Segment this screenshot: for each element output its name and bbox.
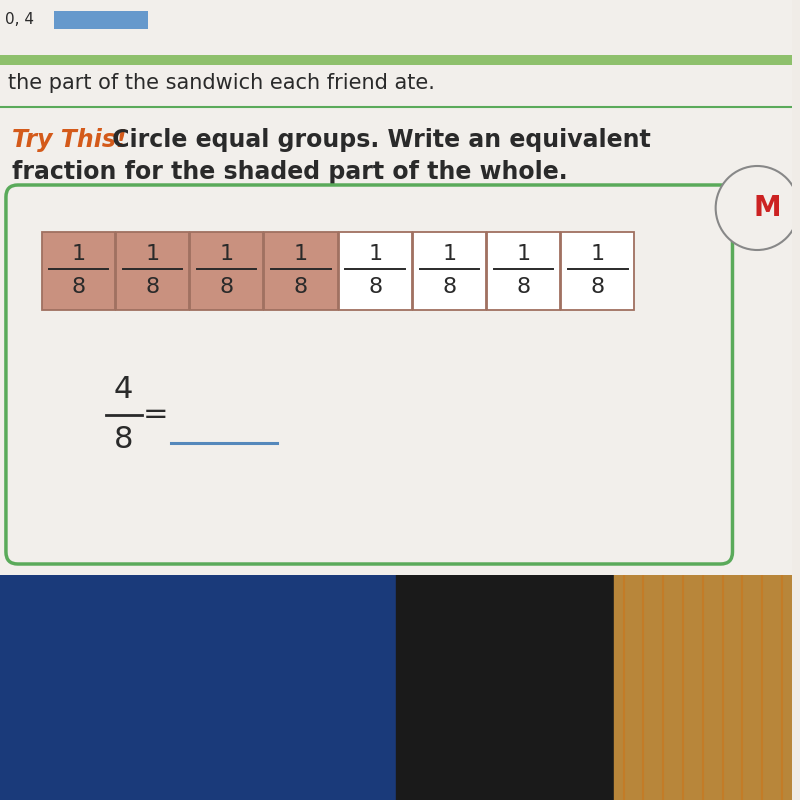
- Text: 1: 1: [368, 244, 382, 264]
- Bar: [0, 0, 792, 575]
- Text: 4: 4: [114, 375, 134, 405]
- Bar: [413, 232, 486, 310]
- Text: 8: 8: [442, 277, 457, 297]
- Text: 8: 8: [517, 277, 530, 297]
- Bar: [0, 55, 792, 65]
- Bar: [264, 232, 338, 310]
- Text: 1: 1: [71, 244, 86, 264]
- Text: 1: 1: [294, 244, 308, 264]
- Text: 8: 8: [114, 426, 134, 454]
- Text: 1: 1: [146, 244, 159, 264]
- Text: fraction for the shaded part of the whole.: fraction for the shaded part of the whol…: [12, 160, 567, 184]
- Polygon shape: [0, 570, 514, 800]
- Text: 0, 4: 0, 4: [5, 13, 34, 27]
- Bar: [54, 11, 149, 29]
- Text: 1: 1: [591, 244, 605, 264]
- Bar: [190, 232, 263, 310]
- Text: Circle equal groups. Write an equivalent: Circle equal groups. Write an equivalent: [104, 128, 650, 152]
- Text: 8: 8: [294, 277, 308, 297]
- Text: 8: 8: [71, 277, 86, 297]
- Text: 8: 8: [368, 277, 382, 297]
- Bar: [487, 232, 560, 310]
- Bar: [0, 110, 792, 570]
- Text: 8: 8: [591, 277, 605, 297]
- Bar: [562, 232, 634, 310]
- Text: Try This!: Try This!: [12, 128, 126, 152]
- Text: M: M: [754, 194, 781, 222]
- FancyBboxPatch shape: [6, 185, 733, 564]
- Bar: [42, 232, 115, 310]
- Polygon shape: [614, 550, 792, 800]
- Text: 1: 1: [442, 244, 457, 264]
- Bar: [116, 232, 189, 310]
- Circle shape: [716, 166, 799, 250]
- Text: the part of the sandwich each friend ate.: the part of the sandwich each friend ate…: [8, 73, 434, 93]
- Text: 8: 8: [220, 277, 234, 297]
- Text: 1: 1: [220, 244, 234, 264]
- Polygon shape: [396, 570, 693, 800]
- Text: =: =: [142, 401, 168, 430]
- Text: 1: 1: [517, 244, 530, 264]
- Bar: [338, 232, 412, 310]
- Bar: [0, 0, 792, 55]
- Text: 8: 8: [146, 277, 159, 297]
